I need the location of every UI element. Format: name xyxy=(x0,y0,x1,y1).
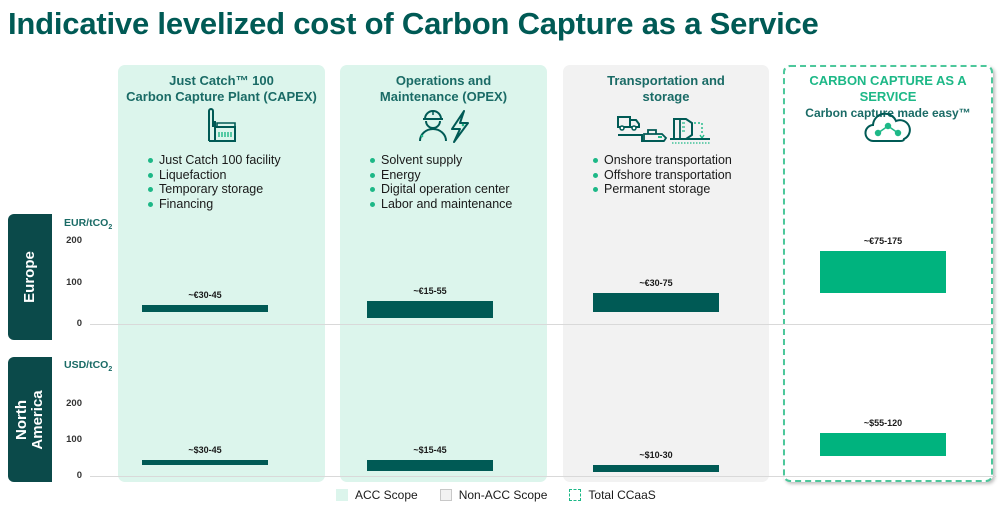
bullet-item: Permanent storage xyxy=(593,182,732,197)
bar-europe-1 xyxy=(142,305,268,312)
bullet-list: Onshore transportation Offshore transpor… xyxy=(593,153,732,197)
y-tick-label: 200 xyxy=(66,235,82,246)
y-tick-label: 0 xyxy=(76,470,82,481)
region-label: North America xyxy=(13,389,46,450)
bar-europe-2 xyxy=(367,301,493,318)
legend: ACC Scope Non-ACC Scope Total CCaaS xyxy=(336,488,678,502)
region-north-america: North America xyxy=(8,357,52,482)
region-label-line: North xyxy=(13,399,30,440)
heading-line: Just Catch™ 100 xyxy=(169,73,274,88)
column-heading: Operations and Maintenance (OPEX) xyxy=(340,73,547,105)
column-opex: Operations and Maintenance (OPEX) Solven… xyxy=(340,65,547,482)
bar-europe-3 xyxy=(593,292,719,312)
bar-value-label: ~$10-30 xyxy=(639,450,673,461)
bar-value-label: ~€15-55 xyxy=(413,286,447,297)
bar-value-label: ~$55-120 xyxy=(863,417,903,428)
bullet-item: Digital operation center xyxy=(370,182,512,197)
legend-item-acc: ACC Scope xyxy=(336,488,418,502)
legend-label: Total CCaaS xyxy=(588,488,656,502)
bullet-item: Labor and maintenance xyxy=(370,197,512,212)
heading-line: Carbon capture made easy™ xyxy=(805,106,971,120)
bar-value-label: ~$15-45 xyxy=(413,444,447,455)
worker-energy-icon xyxy=(418,110,469,143)
zero-line-europe xyxy=(90,324,996,325)
cloud-molecule-icon xyxy=(864,112,911,142)
bullet-list: Just Catch 100 facility Liquefaction Tem… xyxy=(148,153,281,211)
legend-swatch-total xyxy=(569,489,582,501)
bullet-item: Just Catch 100 facility xyxy=(148,153,281,168)
bullet-list: Solvent supply Energy Digital operation … xyxy=(370,153,512,211)
column-heading: CARBON CAPTURE AS A SERVICE Carbon captu… xyxy=(785,73,991,121)
y-tick-label: 100 xyxy=(66,276,82,288)
bar-value-label: ~€30-45 xyxy=(188,290,222,301)
column-heading: Transportation and storage xyxy=(563,73,769,105)
bar-value-label: ~$30-45 xyxy=(188,444,222,455)
region-label: Europe xyxy=(21,251,38,303)
y-tick-label: 0 xyxy=(76,318,82,329)
legend-swatch-acc xyxy=(336,489,348,501)
legend-label: Non-ACC Scope xyxy=(458,488,548,502)
bar-value-label: ~€30-75 xyxy=(639,277,673,288)
page-title: Indicative levelized cost of Carbon Capt… xyxy=(8,6,819,41)
bullet-item: Solvent supply xyxy=(370,153,512,168)
bar-north-america-3 xyxy=(593,465,719,473)
y-tick-label: 100 xyxy=(66,434,82,445)
heading-line: Transportation and xyxy=(607,73,725,88)
region-europe: Europe xyxy=(8,214,52,340)
bar-north-america-2 xyxy=(367,459,493,471)
bullet-item: Financing xyxy=(148,197,281,212)
bullet-item: Temporary storage xyxy=(148,182,281,197)
heading-line: Maintenance (OPEX) xyxy=(379,89,508,104)
bullet-item: Offshore transportation xyxy=(593,168,732,183)
bullet-item: Liquefaction xyxy=(148,168,281,183)
zero-line-north-america xyxy=(90,476,996,477)
column-capex: Just Catch™ 100 Carbon Capture Plant (CA… xyxy=(118,65,325,482)
bullet-item: Onshore transportation xyxy=(593,153,732,168)
legend-label: ACC Scope xyxy=(355,488,418,502)
legend-swatch-non-acc xyxy=(439,489,452,501)
heading-line: Carbon Capture Plant (CAPEX) xyxy=(126,89,317,104)
transport-storage-icon xyxy=(617,116,710,144)
column-heading: Just Catch™ 100 Carbon Capture Plant (CA… xyxy=(118,73,325,105)
legend-item-total: Total CCaaS xyxy=(569,488,656,502)
bar-north-america-1 xyxy=(142,459,268,466)
factory-icon xyxy=(207,108,236,142)
bar-value-label: ~€75-175 xyxy=(863,236,903,247)
heading-line: CARBON CAPTURE AS A SERVICE xyxy=(809,73,967,104)
column-transport-storage: Transportation and storage Onshore trans… xyxy=(563,65,769,482)
heading-line: Operations and xyxy=(395,73,492,88)
bar-north-america-4 xyxy=(820,432,946,457)
legend-item-non-acc: Non-ACC Scope xyxy=(439,488,548,502)
region-label-line: America xyxy=(29,389,46,450)
y-axis-unit-europe: EUR/tCO2 xyxy=(64,217,113,232)
bullet-item: Energy xyxy=(370,168,512,183)
heading-line: storage xyxy=(642,89,690,104)
y-axis-unit-north-america: USD/tCO2 xyxy=(64,359,113,374)
y-tick-label: 200 xyxy=(66,398,82,409)
bar-europe-4 xyxy=(820,251,946,293)
